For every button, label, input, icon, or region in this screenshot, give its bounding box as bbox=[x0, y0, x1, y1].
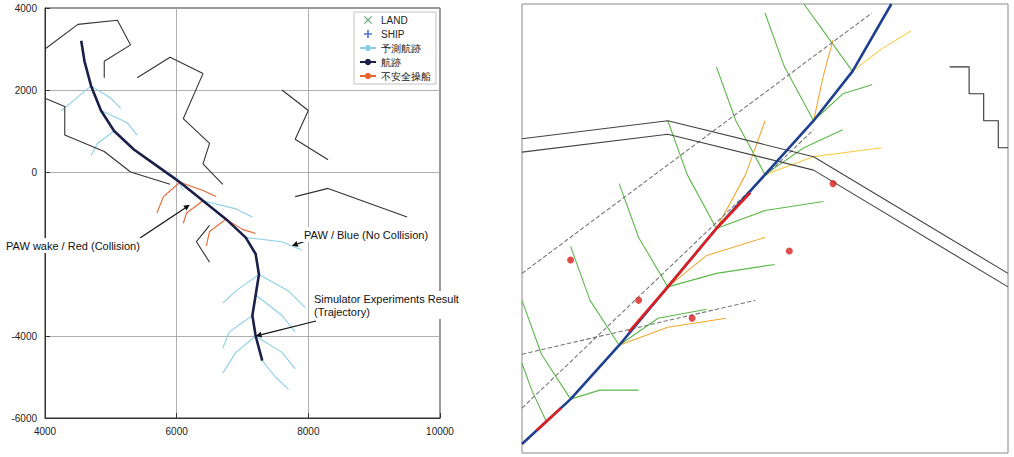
svg-text:航跡: 航跡 bbox=[381, 57, 401, 68]
svg-text:-4000: -4000 bbox=[11, 331, 37, 342]
svg-text:LAND: LAND bbox=[381, 15, 408, 26]
svg-text:PAW wake / Red (Collision): PAW wake / Red (Collision) bbox=[6, 240, 140, 252]
svg-text:4000: 4000 bbox=[15, 3, 38, 14]
svg-text:6000: 6000 bbox=[166, 426, 189, 437]
svg-text:予測航跡: 予測航跡 bbox=[381, 43, 421, 54]
svg-text:10000: 10000 bbox=[426, 426, 454, 437]
svg-text:Simulator Experiments Result: Simulator Experiments Result bbox=[314, 293, 459, 305]
svg-text:SHIP: SHIP bbox=[381, 29, 405, 40]
svg-text:(Trajectory): (Trajectory) bbox=[314, 306, 370, 318]
svg-text:4000: 4000 bbox=[34, 426, 57, 437]
svg-text:PAW / Blue (No Collision): PAW / Blue (No Collision) bbox=[304, 229, 428, 241]
svg-text:2000: 2000 bbox=[15, 85, 38, 96]
svg-text:-6000: -6000 bbox=[11, 413, 37, 424]
svg-text:8000: 8000 bbox=[297, 426, 320, 437]
svg-text:0: 0 bbox=[31, 167, 37, 178]
svg-text:不安全操船: 不安全操船 bbox=[381, 71, 431, 82]
